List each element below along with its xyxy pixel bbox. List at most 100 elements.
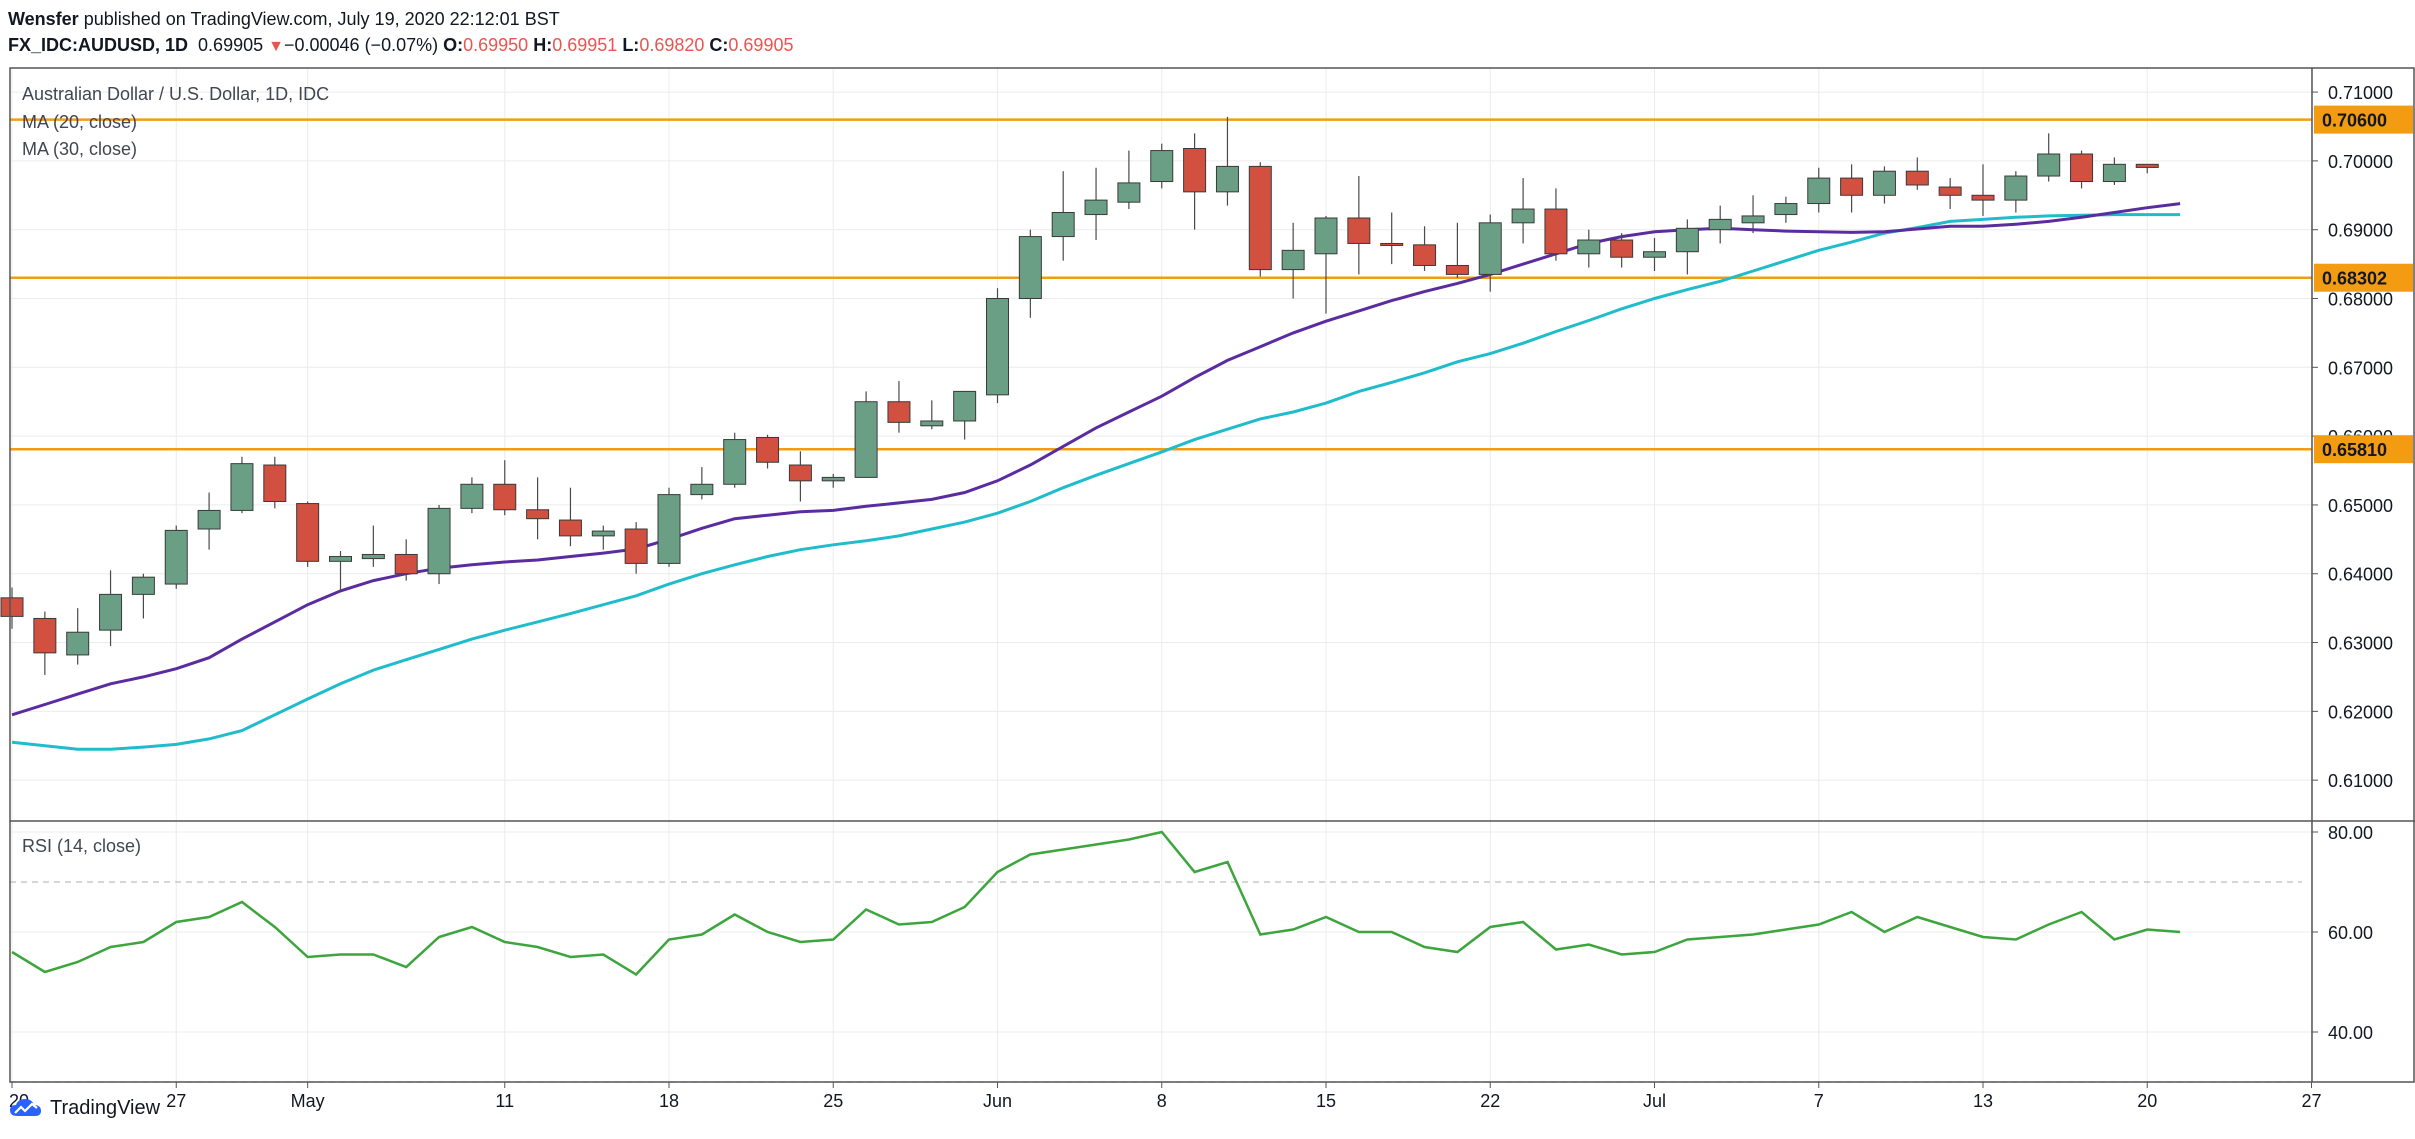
rsi-line	[11, 830, 2181, 977]
candle-body	[1150, 150, 1174, 183]
level-label: 0.68302	[2322, 269, 2387, 289]
candle	[1840, 164, 1864, 213]
candle-body	[1413, 244, 1437, 266]
candle	[131, 573, 155, 619]
close-value: 0.69905	[728, 35, 794, 55]
candle	[1577, 229, 1601, 268]
open-label: O:	[443, 35, 464, 55]
publisher-name[interactable]: Wensfer	[8, 9, 79, 29]
time-tick-label: 22	[1480, 1091, 1500, 1111]
candle-body	[33, 617, 57, 654]
symbol-label[interactable]: FX_IDC:AUDUSD, 1D	[8, 35, 189, 55]
candle	[361, 525, 385, 567]
price-tick-label: 0.65000	[2328, 496, 2393, 516]
candle-body	[1380, 242, 1404, 246]
last-price: 0.69905	[198, 35, 264, 55]
time-tick-label: Jul	[1643, 1091, 1666, 1111]
candle	[986, 288, 1009, 404]
time-tick-label: 20	[2137, 1091, 2157, 1111]
candle-body	[1774, 203, 1798, 216]
level-labels: 0.70600 0.68302 0.65810	[2314, 105, 2413, 464]
candle-body	[887, 401, 911, 423]
time-tick-label: 15	[1316, 1091, 1336, 1111]
rsi-legend[interactable]: RSI (14, close)	[22, 836, 141, 856]
candle	[657, 487, 681, 567]
candle-body	[1347, 217, 1371, 244]
candle	[1215, 116, 1239, 206]
outer-border	[9, 67, 2415, 1083]
time-tick-label: 7	[1814, 1091, 1824, 1111]
candle	[1741, 195, 1765, 234]
ma30-line	[11, 213, 2181, 751]
candle	[427, 504, 451, 585]
chart-frame	[9, 67, 2415, 1083]
candle-body	[1938, 186, 1962, 196]
candle-body	[1675, 227, 1699, 253]
candle	[690, 467, 714, 500]
candle	[1708, 205, 1732, 244]
ma30-legend[interactable]: MA (30, close)	[22, 139, 137, 159]
candle	[1938, 178, 1962, 210]
high-label: H:	[533, 35, 553, 55]
candle-body	[394, 553, 418, 575]
price-grid	[10, 68, 2312, 1082]
candle-body	[230, 463, 254, 511]
legend: Australian Dollar / U.S. Dollar, 1D, IDC…	[22, 84, 329, 856]
candle-body	[1314, 217, 1338, 255]
candle-body	[66, 631, 90, 656]
ma20-legend[interactable]: MA (20, close)	[22, 112, 137, 132]
candle-body	[821, 476, 845, 482]
footer-brand[interactable]: TradingView	[50, 1096, 161, 1119]
candle-body	[493, 483, 517, 511]
footer: TradingView	[8, 1096, 160, 1120]
candle	[920, 400, 944, 430]
tradingview-cloud-icon[interactable]	[8, 1096, 44, 1120]
candle-body	[986, 298, 1009, 396]
candle-body	[920, 420, 944, 427]
rsi-grid	[10, 831, 2312, 1083]
time-tick-label: 8	[1157, 1091, 1167, 1111]
time-tick-label: 13	[1973, 1091, 1993, 1111]
candle-body	[1281, 249, 1305, 271]
candle	[1872, 166, 1896, 204]
candle-body	[1741, 215, 1765, 224]
candle	[1380, 212, 1404, 265]
candle	[394, 539, 418, 581]
time-tick-label: 25	[823, 1091, 843, 1111]
candle	[821, 473, 845, 488]
axes: 0.610000.620000.630000.640000.650000.660…	[9, 83, 2393, 1111]
candle-body	[2102, 163, 2126, 183]
candle	[1314, 215, 1338, 314]
candle-body	[1872, 170, 1896, 196]
candle-body	[99, 593, 123, 631]
candle-body	[1643, 251, 1666, 258]
candle-body	[329, 556, 352, 562]
candle-body	[756, 436, 780, 463]
published-text: published on TradingView.com, July 19, 2…	[83, 9, 560, 29]
candle-body	[624, 528, 648, 564]
candle	[1807, 167, 1831, 213]
candle-body	[1117, 182, 1141, 203]
candle	[296, 501, 320, 567]
close-label: C:	[709, 35, 729, 55]
candle	[1445, 222, 1469, 278]
candle	[558, 487, 582, 547]
candle	[263, 456, 287, 509]
candle	[1150, 143, 1174, 189]
candle	[788, 451, 812, 502]
moving-averages	[11, 202, 2181, 751]
ma20-line	[11, 202, 2181, 717]
candle	[1051, 171, 1075, 261]
candle-body	[1544, 208, 1568, 255]
ohlc-line: FX_IDC:AUDUSD, 1D 0.69905 ▼−0.00046 (−0.…	[8, 32, 793, 60]
down-arrow-icon: ▼	[268, 38, 284, 55]
candle-body	[2070, 153, 2094, 183]
candle	[230, 456, 254, 514]
candle	[164, 525, 188, 589]
high-value: 0.69951	[552, 35, 618, 55]
candle	[2135, 163, 2159, 174]
price-tick-label: 0.62000	[2328, 702, 2393, 722]
candle-body	[657, 494, 681, 564]
candle-body	[1084, 199, 1108, 216]
